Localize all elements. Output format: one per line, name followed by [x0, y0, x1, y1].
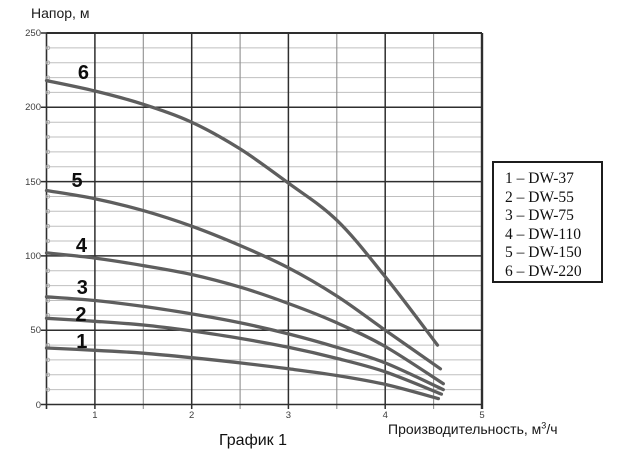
x-tick-label-1: 1: [92, 410, 98, 421]
curve-label-DW-55: 2: [75, 303, 87, 326]
x-axis-title-unit: /ч: [546, 421, 558, 437]
legend-item-DW-110: 4 – DW-110: [505, 225, 582, 243]
x-tick-label-5: 5: [479, 410, 485, 421]
x-axis-title-sup: 3: [541, 420, 547, 431]
legend: 1 – DW-37 2 – DW-55 3 – DW-75 4 – DW-110 5 –…: [492, 161, 603, 283]
x-tick-label-3: 3: [285, 410, 292, 421]
curve-DW-150: [44, 188, 443, 371]
figure-caption: График 1: [219, 432, 288, 449]
curve-label-DW-75: 3: [76, 277, 88, 300]
curve-DW-37: [44, 346, 441, 401]
curve-DW-220: [44, 78, 440, 347]
y-tick-label-200: 200: [25, 102, 41, 114]
y-tick-label-150: 150: [25, 176, 41, 188]
curve-label-DW-110: 4: [75, 235, 87, 258]
curve-DW-110: [44, 251, 445, 386]
y-axis-title: Напор, м: [31, 5, 90, 21]
legend-item-DW-55: 2 – DW-55: [505, 188, 574, 206]
y-tick-label-250: 250: [25, 28, 41, 39]
legend-item-DW-75: 3 – DW-75: [505, 207, 574, 225]
curve-DW-55: [44, 316, 444, 396]
legend-item-DW-220: 6 – DW-220: [505, 262, 582, 280]
curve-label-DW-37: 1: [76, 330, 88, 353]
y-tick-label-0: 0: [35, 399, 41, 411]
curve-label-DW-220: 6: [77, 61, 89, 84]
legend-item-DW-150: 5 – DW-150: [505, 244, 582, 262]
x-axis-title: Производительность, м3/ч: [388, 421, 558, 437]
x-tick-label-4: 4: [382, 410, 388, 421]
x-axis-title-text: Производительность, м: [388, 421, 542, 437]
curve-DW-75: [44, 295, 445, 392]
y-tick-label-50: 50: [30, 325, 41, 337]
y-tick-label-100: 100: [25, 250, 41, 262]
legend-item-DW-37: 1 – DW-37: [505, 170, 574, 187]
x-tick-label-2: 2: [189, 410, 195, 421]
curve-label-DW-150: 5: [71, 170, 83, 193]
